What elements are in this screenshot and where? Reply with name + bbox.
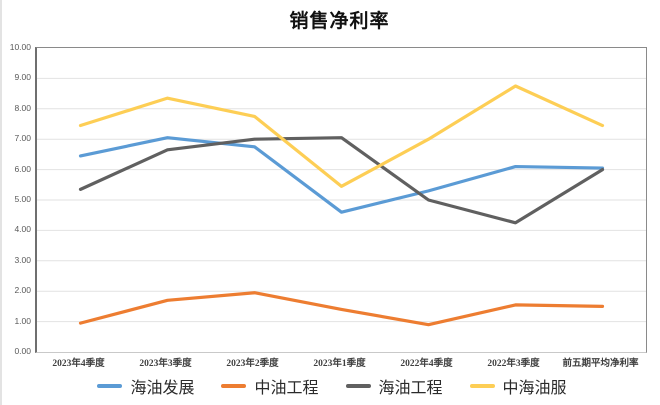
x-axis-tick-label: 2023年1季度 [313, 359, 366, 369]
plot-area [35, 47, 647, 353]
x-axis-tick-label: 前五期平均净利率 [562, 359, 639, 369]
legend-label: 中海油服 [502, 380, 567, 397]
y-axis-tick-label: 4.00 [14, 224, 31, 235]
y-axis-tick-label: 3.00 [14, 254, 31, 265]
legend-item-1: 中油工程 [221, 374, 319, 398]
legend-label: 海油工程 [378, 380, 443, 397]
series-line-3 [78, 84, 605, 188]
x-axis-tick-label: 2023年2季度 [226, 359, 279, 369]
x-axis-tick-label: 2022年3季度 [487, 359, 540, 369]
chart-title: 销售净利率 [289, 11, 390, 32]
y-axis-tick-label: 5.00 [14, 194, 31, 204]
y-axis-tick-label: 8.00 [14, 102, 31, 113]
x-axis-tick-labels: 2023年4季度 2023年3季度 2023年2季度 2023年1季度 2022年4季度… [35, 355, 644, 369]
x-axis-tick-label: 2023年4季度 [52, 359, 105, 369]
legend-item-2: 海油工程 [345, 374, 443, 398]
x-axis-tick-label: 2022年4季度 [400, 359, 453, 369]
series-line-1 [78, 291, 605, 327]
x-axis-tick-label: 2023年3季度 [139, 359, 192, 369]
legend-line-marker-icon [345, 384, 371, 388]
legend-line-marker-icon [469, 384, 495, 388]
y-axis-tick-label: 2.00 [14, 285, 31, 296]
legend-line-marker-icon [221, 384, 247, 388]
y-axis-tick-label: 7.00 [14, 133, 31, 144]
legend-label: 海油发展 [130, 380, 195, 397]
series-line-0 [78, 136, 605, 214]
y-axis-tick-label: 1.00 [14, 315, 31, 326]
y-axis-tick-label: 6.00 [14, 163, 31, 174]
series-line-2 [78, 136, 605, 225]
line-chart-canvas [37, 77, 646, 327]
y-axis-tick-label: 10.00 [9, 42, 31, 52]
legend-item-3: 中海油服 [469, 374, 567, 398]
legend-line-marker-icon [97, 384, 123, 388]
legend-item-0: 海油发展 [97, 374, 194, 398]
y-axis-tick-labels: 10.00 9.00 8.00 7.00 6.00 5.00 4.00 3.00 2.00 1.0… [2, 42, 31, 356]
chart-legend: 海油发展 中油工程 海油工程 中海油服 [2, 372, 660, 400]
y-axis-tick-label: 0.00 [14, 346, 31, 356]
y-axis-tick-label: 9.00 [14, 72, 31, 83]
legend-label: 中油工程 [254, 380, 319, 397]
